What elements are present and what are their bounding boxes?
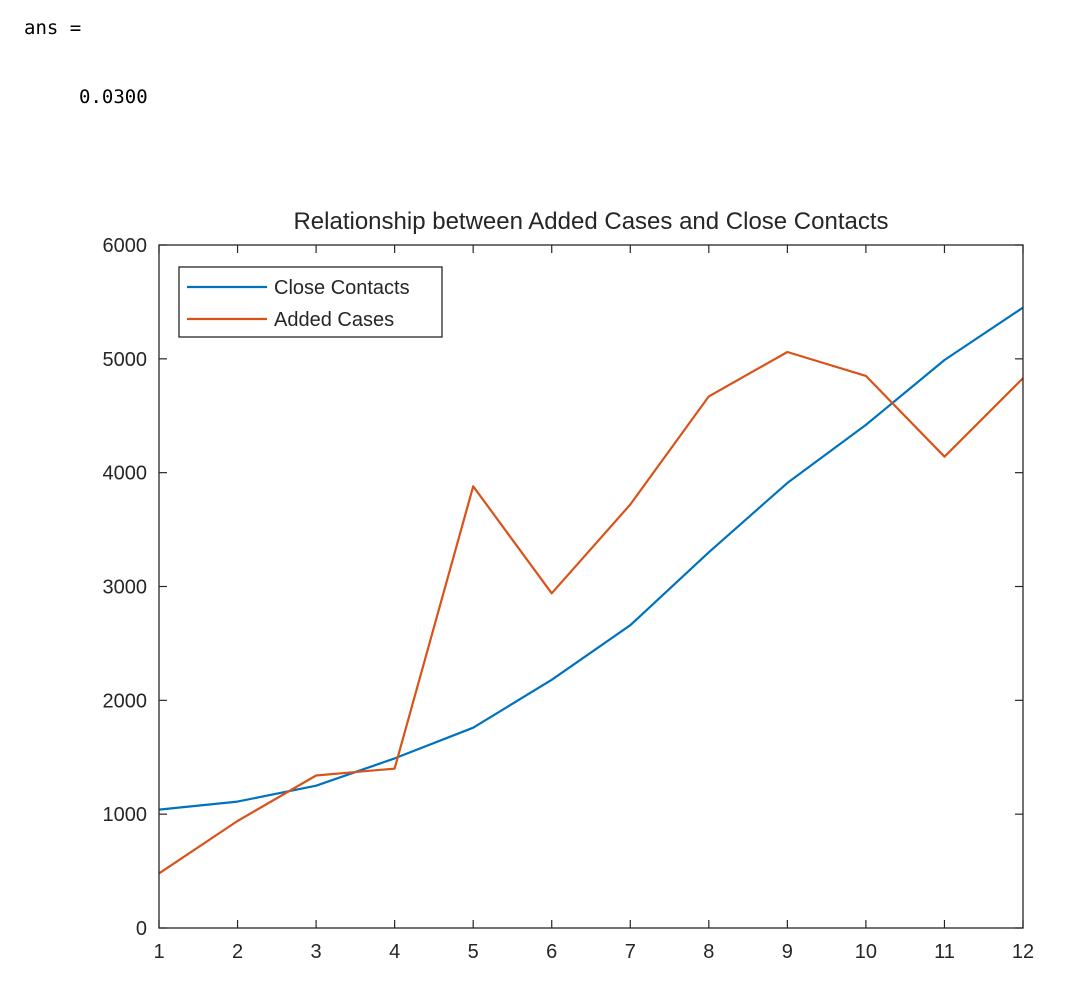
- y-tick-label: 0: [136, 918, 147, 940]
- x-tick-label: 10: [855, 941, 877, 963]
- x-tick-label: 3: [311, 941, 322, 963]
- x-tick-label: 9: [782, 941, 793, 963]
- legend-box: [178, 266, 443, 338]
- console-ans-label: ans =: [24, 17, 82, 39]
- y-tick-label: 5000: [103, 349, 148, 371]
- y-tick-label: 4000: [103, 463, 148, 485]
- legend-label-close-contacts: Close Contacts: [274, 277, 410, 299]
- x-tick-label: 4: [389, 941, 400, 963]
- x-tick-label: 11: [934, 941, 955, 963]
- y-tick-label: 1000: [103, 804, 148, 826]
- x-tick-label: 12: [1012, 941, 1034, 963]
- series-line-added-cases: [158, 350, 1024, 875]
- x-tick-label: 1: [153, 941, 164, 963]
- y-tick-label: 2000: [103, 690, 148, 712]
- legend: Close Contacts Added Cases: [178, 266, 443, 338]
- series-group: [158, 306, 1024, 875]
- chart-title: Relationship between Added Cases and Clo…: [293, 208, 888, 235]
- series-line-close-contacts: [158, 306, 1024, 811]
- legend-label-added-cases: Added Cases: [274, 309, 394, 331]
- console-ans-value: 0.0300: [79, 86, 148, 108]
- x-tick-label: 6: [546, 941, 557, 963]
- x-tick-label: 7: [625, 941, 636, 963]
- x-tick-label: 5: [468, 941, 479, 963]
- y-tick-label: 3000: [103, 577, 148, 599]
- x-tick-label: 2: [232, 941, 243, 963]
- x-tick-label: 8: [703, 941, 714, 963]
- y-tick-label: 6000: [103, 235, 148, 257]
- plot-area-background: [159, 245, 1023, 928]
